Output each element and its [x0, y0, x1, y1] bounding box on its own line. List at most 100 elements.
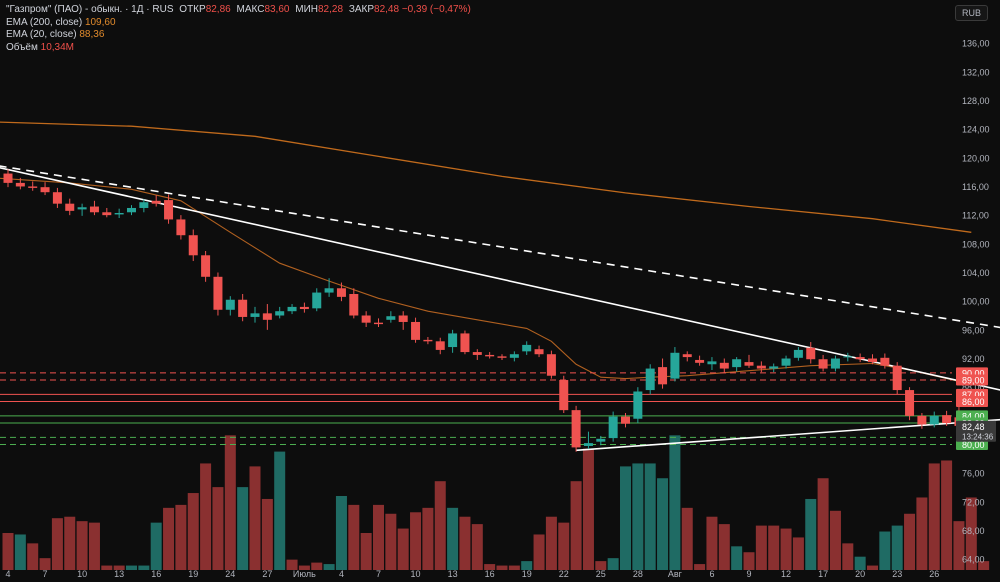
currency-button[interactable]: RUB: [954, 5, 988, 21]
candle-body: [472, 352, 482, 355]
volume-bar: [867, 565, 878, 570]
candle-body: [744, 362, 754, 366]
volume-row[interactable]: Объём 10,34M: [6, 42, 471, 55]
dashed-trendline[interactable]: [0, 161, 1000, 332]
candle-body: [843, 356, 853, 358]
volume-bar: [891, 525, 903, 570]
price-tick-label: 124,00: [962, 125, 990, 135]
level-price-tag[interactable]: [956, 396, 988, 408]
candle-body: [262, 313, 272, 320]
candle-body: [522, 344, 532, 352]
candle-body: [868, 358, 877, 363]
candle-body: [781, 358, 791, 366]
volume-bar: [657, 478, 669, 570]
ema200-value: 109,60: [84, 16, 116, 28]
ema20-label: EMA (20, close): [6, 29, 77, 40]
candle-body: [559, 380, 569, 411]
volume-label: Объём: [6, 41, 38, 53]
candle-body: [349, 294, 359, 316]
candle-body: [732, 359, 742, 368]
change-value: −0,39 (−0,47%): [401, 4, 471, 15]
price-tick-label: 88,00: [962, 383, 985, 393]
candle-body: [398, 315, 408, 322]
price-tick-label: 92,00: [962, 354, 985, 364]
level-price-tag[interactable]: [956, 439, 988, 451]
candle-body: [77, 207, 87, 210]
ema20-row[interactable]: EMA (20, close) 88,36: [6, 29, 471, 42]
volume-bar: [805, 498, 817, 570]
candle-body: [682, 354, 692, 358]
time-tick-label: 24: [225, 569, 235, 579]
volume-bar: [595, 561, 607, 570]
level-price-label: 90,00: [962, 368, 985, 378]
candle-body: [225, 299, 235, 310]
time-tick-label: 22: [559, 569, 569, 579]
volume-bar: [2, 533, 14, 570]
symbol-title[interactable]: "Газпром" (ПАО) - обыкн. · 1Д · RUS: [6, 4, 174, 15]
volume-bar: [879, 531, 891, 570]
price-tick-label: 108,00: [962, 239, 990, 249]
level-lines[interactable]: [0, 372, 952, 446]
time-tick-label: 25: [596, 569, 606, 579]
time-tick-label: 19: [522, 569, 532, 579]
ema20-value: 88,36: [79, 29, 105, 40]
candle-body: [102, 212, 112, 216]
ema200-row[interactable]: EMA (200, close) 109,60: [6, 17, 471, 30]
candle-body: [509, 354, 519, 358]
time-axis[interactable]: 4 7 10 13 16 19 24 27 Июль 4 7 10 13 16 19 22 25 28 Авг 6 9 1…: [5, 569, 939, 579]
volume-bar: [410, 512, 422, 570]
candle-body: [374, 322, 383, 325]
symbol-row: "Газпром" (ПАО) - обыкн. · 1Д · RUS ОТКР…: [6, 4, 471, 17]
candle-body: [114, 212, 124, 215]
volume-bar: [570, 481, 582, 570]
time-tick-label: 26: [929, 569, 939, 579]
candle-body: [855, 357, 865, 360]
volume-bar: [743, 552, 755, 570]
price-tick-label: 100,00: [962, 297, 990, 307]
time-tick-label: 13: [448, 569, 458, 579]
candle-body: [275, 311, 285, 316]
volume-bar: [632, 463, 644, 570]
candle-body: [917, 415, 927, 425]
time-tick-label: 16: [151, 569, 161, 579]
time-tick-label: 6: [709, 569, 714, 579]
candle-body: [89, 206, 99, 213]
price-tick-label: 96,00: [962, 325, 985, 335]
volume-bar: [311, 562, 323, 570]
price-axis[interactable]: 136,00 132,00 128,00 124,00 120,00 116,00 112,…: [956, 39, 996, 565]
candle-body: [769, 366, 779, 369]
volume-bar: [768, 525, 780, 570]
candle-body: [645, 368, 655, 391]
level-price-label: 89,00: [962, 376, 985, 386]
volume-bar: [113, 565, 125, 570]
volume-bar: [817, 478, 829, 570]
volume-bar: [508, 565, 520, 570]
volume-bar: [224, 435, 236, 570]
volume-bar: [978, 561, 990, 570]
volume-bar: [694, 564, 706, 570]
volume-bar: [249, 466, 261, 570]
ema200-line: [0, 121, 972, 233]
time-tick-label: 19: [188, 569, 198, 579]
candle-body: [707, 361, 717, 365]
volume-bar: [385, 513, 397, 570]
level-price-tag[interactable]: [956, 374, 988, 386]
candle-body: [546, 354, 556, 376]
volume-bar: [842, 543, 854, 570]
candle-body: [929, 415, 939, 425]
time-tick-label: 20: [855, 569, 865, 579]
price-tick-label: 116,00: [962, 182, 989, 192]
volume-bar: [471, 524, 483, 570]
volume-bar: [496, 565, 508, 570]
candle-body: [151, 200, 161, 204]
volume-bar: [88, 522, 100, 570]
volume-bar: [397, 528, 409, 570]
last-price-tag[interactable]: [956, 420, 996, 442]
candle-body: [793, 349, 803, 358]
volume-bar: [422, 507, 434, 570]
volume-bars: [2, 435, 990, 570]
open-value: 82,86: [205, 4, 231, 15]
candle-body: [52, 192, 62, 204]
